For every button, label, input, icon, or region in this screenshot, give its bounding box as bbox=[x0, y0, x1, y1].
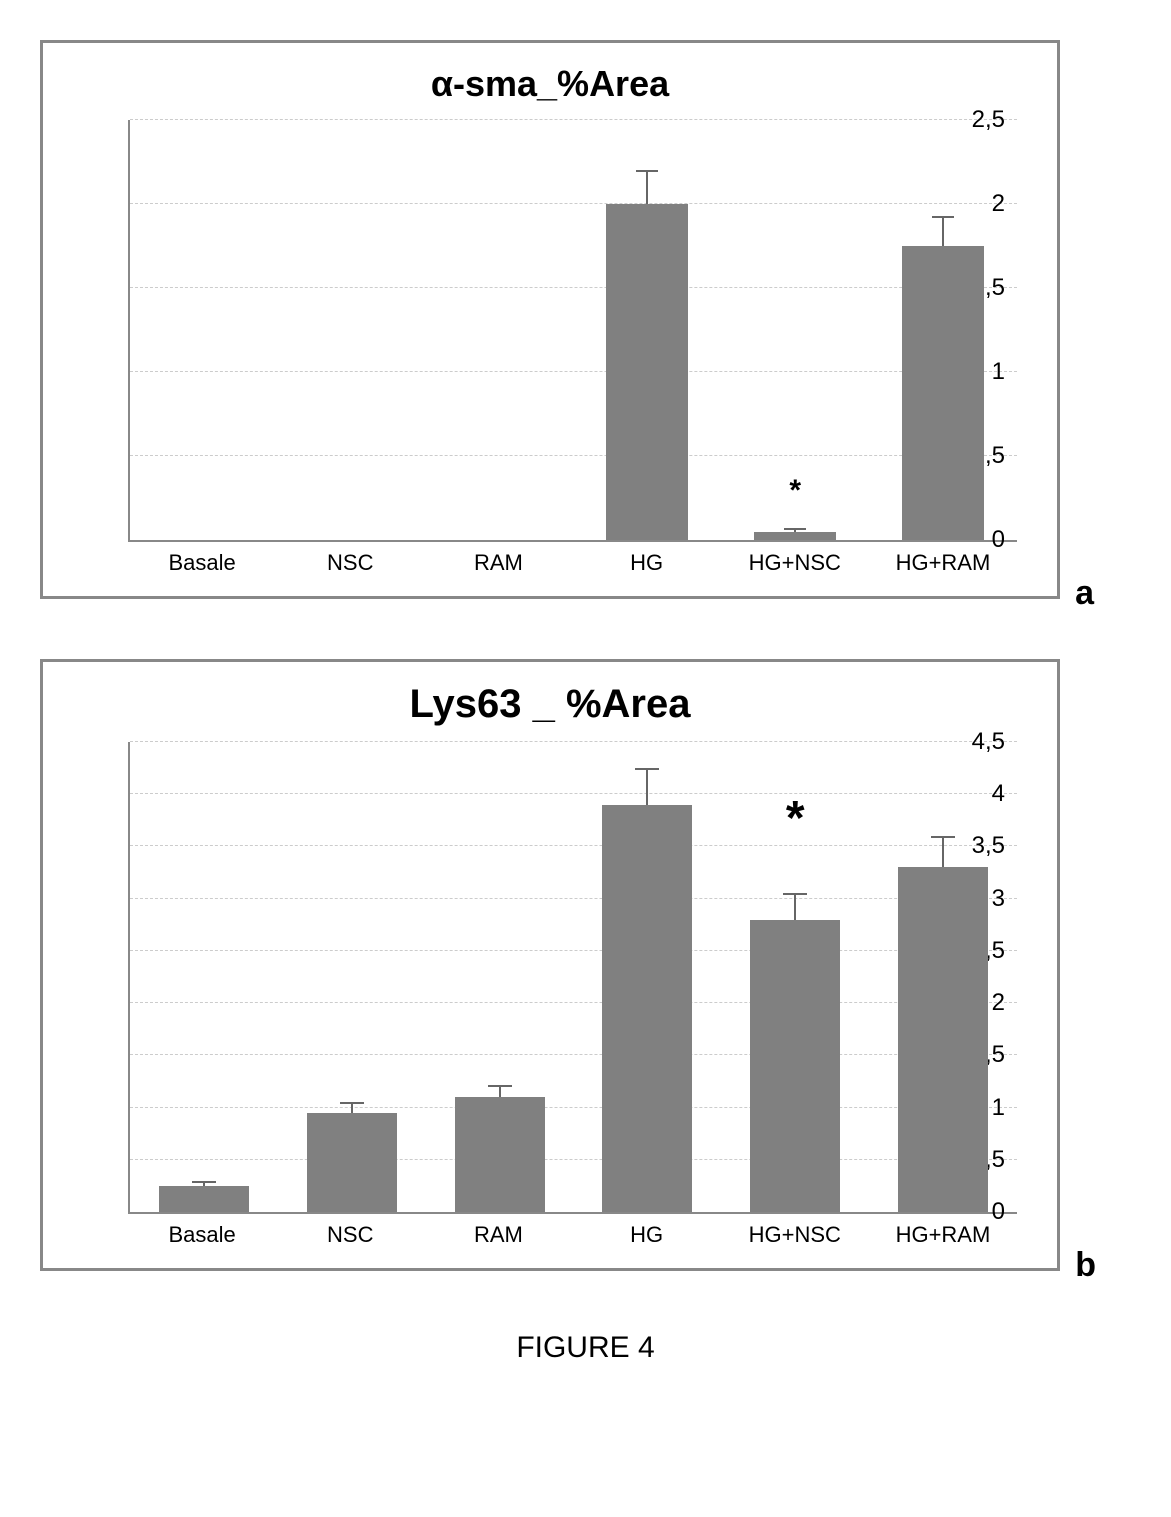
x-label: HG bbox=[573, 1222, 721, 1248]
significance-marker: * bbox=[789, 476, 801, 506]
plot-wrap: 00,511,522,5* BasaleNSCRAMHGHG+NSCHG+RAM bbox=[128, 120, 1017, 576]
x-labels: BasaleNSCRAMHGHG+NSCHG+RAM bbox=[128, 1222, 1017, 1248]
error-stem bbox=[646, 170, 648, 204]
bar-slot bbox=[130, 120, 278, 540]
x-label: Basale bbox=[128, 550, 276, 576]
chart-box: Lys63 _ %Area 00,511,522,533,544,5* Basale… bbox=[40, 659, 1060, 1271]
bars-row: * bbox=[130, 742, 1017, 1212]
bar-slot bbox=[573, 120, 721, 540]
bars-row: * bbox=[130, 120, 1017, 540]
chart-title: Lys63 _ %Area bbox=[73, 682, 1027, 727]
plot-area: 00,511,522,5* bbox=[128, 120, 1017, 542]
bar: * bbox=[750, 920, 840, 1212]
bar-slot: * bbox=[721, 742, 869, 1212]
bar-slot bbox=[573, 742, 721, 1212]
error-cap bbox=[340, 1102, 364, 1104]
x-label: HG+RAM bbox=[869, 1222, 1017, 1248]
x-labels: BasaleNSCRAMHGHG+NSCHG+RAM bbox=[128, 550, 1017, 576]
error-stem bbox=[646, 768, 648, 805]
error-cap bbox=[931, 836, 955, 838]
x-label: RAM bbox=[424, 1222, 572, 1248]
x-label: HG+RAM bbox=[869, 550, 1017, 576]
figure-root: α-sma_%Area00,511,522,5*BasaleNSCRAMHGHG… bbox=[40, 40, 1131, 1365]
error-cap bbox=[932, 216, 954, 218]
bar-slot bbox=[869, 742, 1017, 1212]
chart-title: α-sma_%Area bbox=[73, 63, 1027, 105]
panel-label: a bbox=[1075, 574, 1094, 613]
x-label: HG+NSC bbox=[721, 550, 869, 576]
chart-panel-b: Lys63 _ %Area 00,511,522,533,544,5* Basale… bbox=[40, 659, 1060, 1271]
significance-marker: * bbox=[786, 795, 805, 843]
error-stem bbox=[794, 893, 796, 919]
bar-slot bbox=[278, 742, 426, 1212]
error-cap bbox=[635, 768, 659, 770]
bar-slot bbox=[869, 120, 1017, 540]
bar-slot bbox=[130, 742, 278, 1212]
panel-label: b bbox=[1075, 1246, 1096, 1285]
chart-box: α-sma_%Area00,511,522,5*BasaleNSCRAMHGHG… bbox=[40, 40, 1060, 599]
bar bbox=[159, 1186, 249, 1212]
bar bbox=[606, 204, 688, 540]
x-label: HG+NSC bbox=[721, 1222, 869, 1248]
x-label: NSC bbox=[276, 550, 424, 576]
x-label: HG bbox=[573, 550, 721, 576]
plot-area: 00,511,522,533,544,5* bbox=[128, 742, 1017, 1214]
bar-slot bbox=[278, 120, 426, 540]
x-label: Basale bbox=[128, 1222, 276, 1248]
error-cap bbox=[192, 1181, 216, 1183]
bar: * bbox=[754, 532, 836, 540]
error-cap bbox=[783, 893, 807, 895]
bar bbox=[455, 1097, 545, 1212]
bar bbox=[898, 867, 988, 1212]
bar-slot bbox=[426, 742, 574, 1212]
bar bbox=[902, 246, 984, 540]
bar bbox=[307, 1113, 397, 1212]
bar bbox=[602, 805, 692, 1212]
chart-panel-a: α-sma_%Area00,511,522,5*BasaleNSCRAMHGHG… bbox=[40, 40, 1060, 599]
plot-wrap: 00,511,522,533,544,5* BasaleNSCRAMHGHG+NS… bbox=[128, 742, 1017, 1248]
x-label: RAM bbox=[424, 550, 572, 576]
error-stem bbox=[942, 216, 944, 246]
figure-caption: FIGURE 4 bbox=[40, 1331, 1131, 1365]
error-cap bbox=[488, 1085, 512, 1087]
error-cap bbox=[636, 170, 658, 172]
error-stem bbox=[942, 836, 944, 867]
bar-slot bbox=[426, 120, 574, 540]
error-cap bbox=[784, 528, 806, 530]
x-label: NSC bbox=[276, 1222, 424, 1248]
bar-slot: * bbox=[721, 120, 869, 540]
